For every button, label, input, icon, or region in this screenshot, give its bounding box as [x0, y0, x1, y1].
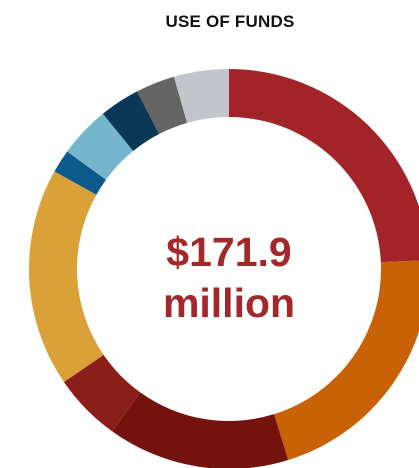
center-amount: $171.9	[166, 229, 291, 275]
chart-title: USE OF FUNDS	[165, 12, 295, 31]
donut-slice-8	[102, 91, 160, 152]
donut-slice-10	[173, 69, 229, 123]
donut-slice-5	[29, 171, 104, 382]
donut-slice-4	[63, 354, 141, 432]
center-unit: million	[163, 280, 295, 326]
donut-slice-6	[54, 151, 107, 195]
donut-slice-9	[137, 76, 188, 135]
donut-slice-2	[274, 260, 419, 461]
donut-slice-1	[229, 69, 419, 263]
donut-slices	[29, 69, 419, 468]
donut-slice-3	[112, 392, 289, 468]
donut-slice-7	[67, 113, 134, 180]
